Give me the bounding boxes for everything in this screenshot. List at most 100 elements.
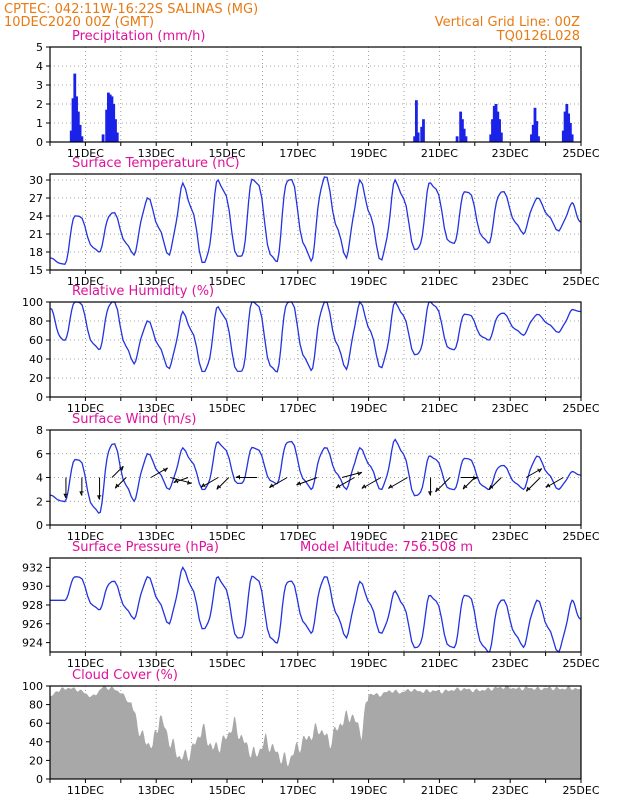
wind-arrow [150,467,168,478]
wind-arrowhead [388,484,393,489]
precip-xtick-label: 11DEC [67,147,104,160]
wind-arrowhead [357,471,363,476]
temperature-ytick-label: 27 [29,192,43,205]
temperature-xtick-label: 19DEC [350,275,387,288]
wind-arrowhead [186,480,192,485]
precip-bar [115,132,119,142]
wind-xtick-label: 25DEC [562,530,599,543]
temperature-ytick-label: 30 [29,174,43,187]
humidity-panel: 0 20 40 60 80 100 11DEC 13DEC 15DEC 17DEC 19DEC 21D… [22,296,600,415]
precip-bar [73,73,77,142]
wind-arrow [526,477,541,492]
precip-bar [492,105,496,142]
precip-bar [69,130,73,142]
humidity-xtick-label: 11DEC [67,402,104,415]
precip-bar [112,104,116,142]
humidity-line [49,300,581,373]
temperature-xtick-label: 11DEC [67,275,104,288]
wind-arrowhead [335,483,341,489]
wind-arrowhead [296,481,302,486]
pressure-xtick-label: 13DEC [138,657,175,670]
grid-line-note: Vertical Grid Line: 00Z [435,15,580,30]
precip-bar [76,111,80,142]
wind-arrowhead [488,484,494,490]
wind-ytick-label: 4 [36,472,43,485]
wind-xtick-label: 15DEC [208,530,245,543]
precip-bar [101,134,105,142]
wind-arrow [435,477,451,493]
humidity-frame [49,301,582,398]
precip-bar [420,126,424,142]
precip-bar [530,134,533,142]
wind-ytick-label: 0 [36,519,43,532]
precip-bar [110,96,114,142]
precip-bar [105,109,109,142]
wind-arrowhead [119,466,124,471]
precip-ytick-label: 3 [36,79,43,92]
precip-bar [462,128,466,142]
temperature-xtick-label: 21DEC [421,275,458,288]
precip-bar [464,136,468,142]
wind-title: Surface Wind (m/s) [72,412,196,427]
wind-arrow [525,468,542,478]
temperature-xtick-label: 13DEC [138,275,175,288]
precip-bar [108,94,112,142]
pressure-xtick-label: 15DEC [208,657,245,670]
cloud-xtick-label: 23DEC [492,784,529,797]
precip-xtick-label: 19DEC [350,147,387,160]
humidity-ytick-label: 60 [29,334,43,347]
wind-arrowhead [545,483,551,488]
precip-ytick-label: 0 [36,136,43,149]
wind-arrowhead [269,483,274,488]
humidity-xtick-label: 13DEC [138,402,175,415]
wind-arrowhead [525,486,531,492]
precip-bar [496,111,500,142]
humidity-title: Relative Humidity (%) [72,284,214,299]
humidity-xtick-label: 19DEC [350,402,387,415]
wind-arrowhead [200,483,206,488]
cloud-xtick-label: 17DEC [279,784,316,797]
precip-frame [49,46,582,143]
temperature-ytick-label: 24 [29,210,43,223]
precip-xtick-label: 15DEC [208,147,245,160]
cloud-xtick-label: 25DEC [562,784,599,797]
wind-arrowhead [173,478,179,484]
wind-arrowhead [361,484,367,489]
precip-title: Precipitation (mm/h) [72,29,205,44]
pressure-line [50,565,582,654]
humidity-ytick-label: 80 [29,315,43,328]
humidity-ytick-label: 0 [36,391,43,404]
humidity-xtick-label: 23DEC [492,402,529,415]
precip-bar [489,134,493,142]
precip-xtick-label: 13DEC [138,147,175,160]
temperature-ytick-label: 18 [29,246,43,259]
cloud-ytick-label: 40 [29,736,43,749]
pressure-xtick-label: 21DEC [421,657,458,670]
precip-bar [114,119,117,142]
wind-arrow [111,465,124,478]
precip-xtick-label: 21DEC [421,147,458,160]
wind-arrow [173,477,189,484]
humidity-xtick-label: 25DEC [562,402,599,415]
precip-bar [567,113,571,142]
wind-arrowhead [63,493,68,499]
precip-ytick-label: 4 [36,60,43,73]
precip-bar [461,119,464,142]
temperature-xtick-label: 25DEC [562,275,599,288]
precip-xtick-label: 25DEC [562,147,599,160]
precip-bar [416,132,420,142]
wind-arrowhead [235,474,240,480]
wind-panel: 0 2 4 6 8 11DEC 13DEC 15DEC 17DEC 19DEC 21DEC 23DEC… [36,424,600,543]
precip-bar [80,136,84,142]
cloud-ytick-label: 80 [29,699,43,712]
model-code: TQ0126L028 [496,29,580,44]
pressure-ytick-label: 924 [22,637,43,650]
precip-bar [75,96,78,142]
precip-bar [491,119,494,142]
wind-ytick-label: 6 [36,448,43,461]
wind-ytick-label: 8 [36,424,43,437]
pressure-xtick-label: 17DEC [279,657,316,670]
precip-bar [568,123,572,142]
precip-ytick-label: 5 [36,41,43,54]
